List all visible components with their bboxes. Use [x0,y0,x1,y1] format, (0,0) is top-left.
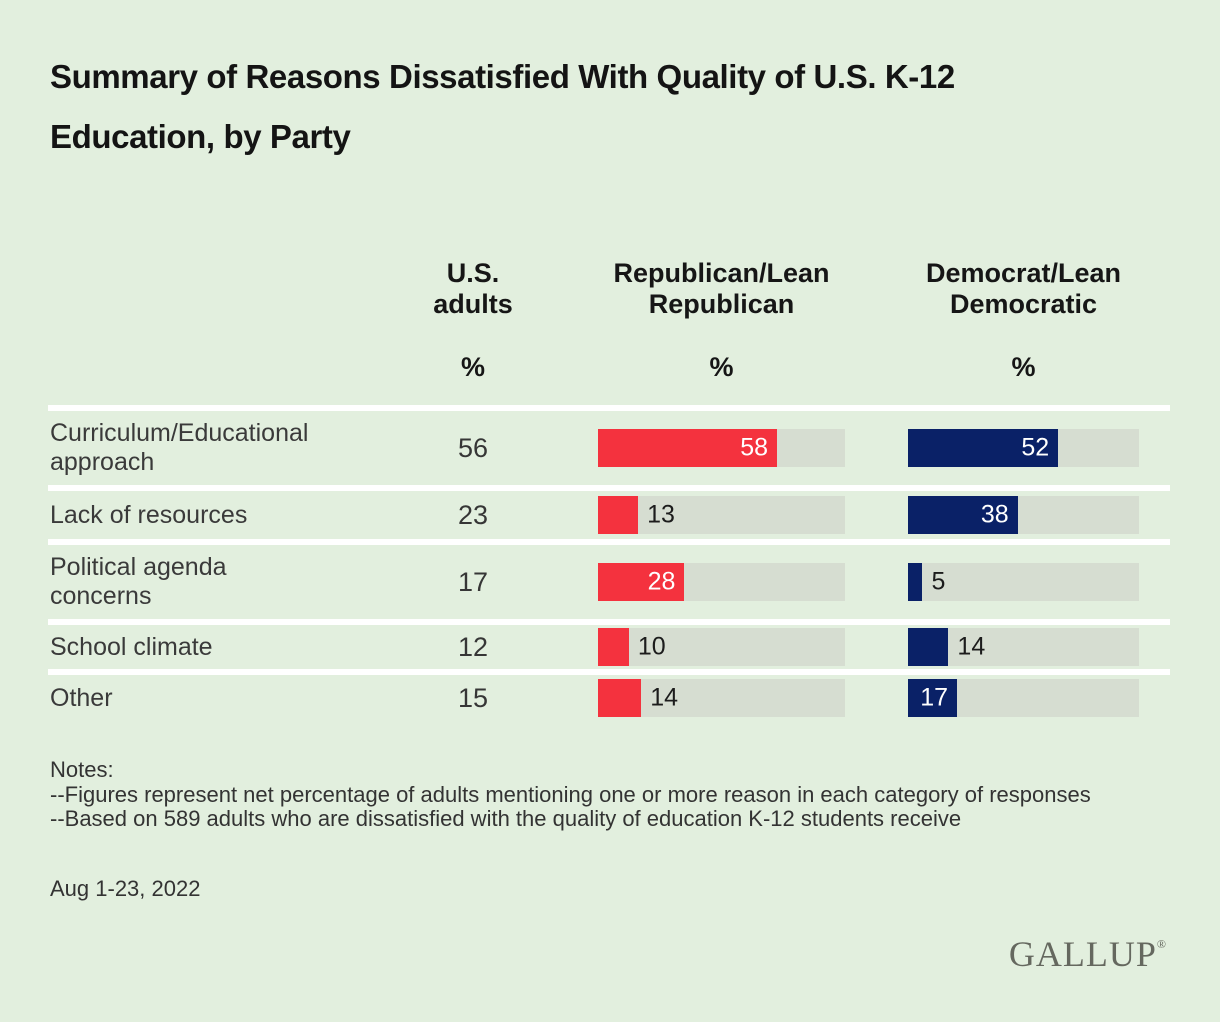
democrat-bar-track: 38 [908,496,1139,534]
us-adults-value: 23 [457,499,489,530]
percent-democrat: % [1011,352,1036,382]
table-row-resources: Lack of resources 23 13 38 [48,485,1170,539]
republican-bar-track: 13 [598,496,845,534]
bar-value-label: 17 [920,683,949,712]
republican-bar: 10 [598,628,666,666]
bar-value-label: 14 [957,632,986,661]
republican-bar-track: 10 [598,628,845,666]
democrat-bar-track: 14 [908,628,1139,666]
table-row-political-agenda: Political agenda concerns 17 28 5 [48,539,1170,619]
us-adults-value: 17 [457,566,489,597]
republican-bar: 28 [598,563,685,601]
row-label: Lack of resources [50,500,248,529]
chart-title: Summary of Reasons Dissatisfied With Qua… [50,47,955,167]
survey-date: Aug 1-23, 2022 [50,876,201,901]
democrat-bar-track: 5 [908,563,1139,601]
table-row-other: Other 15 14 17 [48,669,1170,721]
republican-bar: 58 [598,429,778,467]
percent-republican: % [709,352,734,382]
note-item: --Based on 589 adults who are dissatisfi… [50,806,962,831]
democrat-bar-track: 17 [908,679,1139,717]
bar-value-label: 28 [647,567,676,596]
democrat-bar: 38 [908,496,1018,534]
table-row-curriculum: Curriculum/Educational approach 56 58 52 [48,405,1170,485]
democrat-bar: 17 [908,679,958,717]
democrat-bar-track: 52 [908,429,1139,467]
democrat-bar: 5 [908,563,945,601]
bar-value-label: 13 [647,500,675,529]
header-spacer [48,258,390,320]
us-adults-value: 12 [457,631,489,662]
notes-block: Notes: --Figures represent net percentag… [50,757,1110,832]
percent-us: % [460,352,485,382]
democrat-bar: 14 [908,628,985,666]
republican-bar: 13 [598,496,675,534]
column-headers: U.S. adults Republican/Lean Republican D… [48,258,1170,320]
notes-heading: Notes: [50,757,114,782]
table-row-school-climate: School climate 12 10 14 [48,619,1170,669]
header-democrat: Democrat/Lean Democratic [925,258,1122,319]
democrat-bar: 52 [908,429,1059,467]
bar-value-label: 14 [650,683,679,712]
republican-bar-track: 28 [598,563,845,601]
chart-title-line2: Education, by Party [50,118,351,155]
bar-value-label: 5 [931,567,946,596]
gallup-logo: GALLUP® [1008,934,1166,974]
note-item: --Figures represent net percentage of ad… [50,781,1091,807]
bar-value-label: 38 [980,500,1009,529]
chart-title-line1: Summary of Reasons Dissatisfied With Qua… [50,58,955,95]
republican-bar-track: 14 [598,679,845,717]
row-label: Curriculum/Educational approach [50,419,309,476]
bar-value-label: 10 [637,632,666,661]
chart-table: Curriculum/Educational approach 56 58 52… [48,405,1170,721]
bar-value-label: 58 [740,433,769,462]
republican-bar: 14 [598,679,678,717]
percent-row: % % % [48,352,1170,383]
registered-mark: ® [1156,937,1166,951]
us-adults-value: 56 [457,432,489,463]
header-republican: Republican/Lean Republican [613,258,830,319]
row-label: Other [50,683,113,712]
republican-bar-track: 58 [598,429,845,467]
us-adults-value: 15 [457,682,489,713]
row-label: Political agenda concerns [50,553,227,610]
row-label: School climate [50,632,213,661]
header-us-adults: U.S. adults [433,258,513,319]
bar-value-label: 52 [1021,433,1050,462]
